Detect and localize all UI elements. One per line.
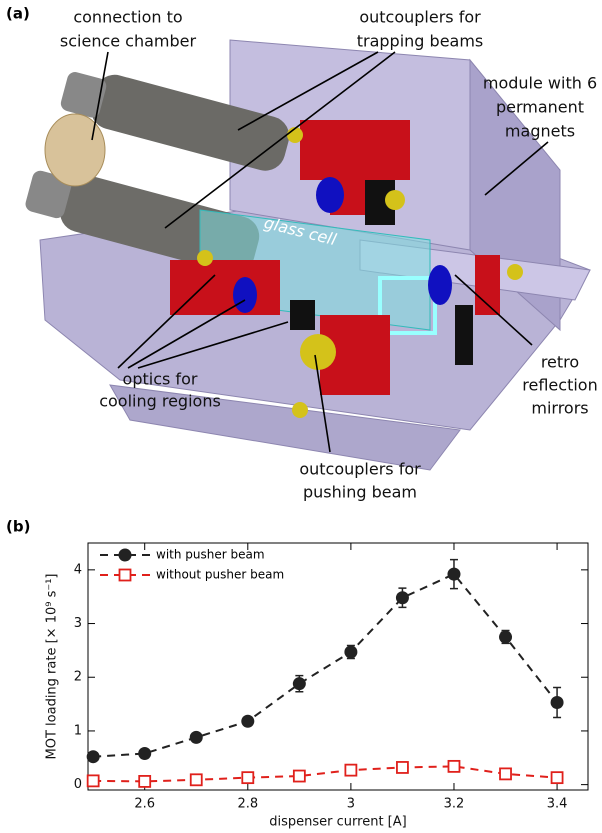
data-point bbox=[499, 767, 512, 781]
data-point bbox=[344, 645, 358, 659]
leader-line bbox=[314, 354, 331, 453]
leader-line bbox=[127, 299, 246, 369]
frame-foot bbox=[109, 384, 461, 471]
mirror bbox=[316, 177, 344, 213]
data-point bbox=[499, 630, 513, 644]
apparatus-rendering bbox=[25, 39, 591, 471]
data-point bbox=[138, 746, 152, 760]
annotation: cooling regions bbox=[99, 392, 221, 411]
data-point bbox=[550, 695, 564, 709]
series-line bbox=[93, 765, 558, 783]
data-point bbox=[189, 773, 203, 787]
data-point bbox=[292, 677, 306, 691]
annotation: reflection bbox=[522, 376, 597, 395]
x-tick-label: 3.4 bbox=[547, 797, 568, 812]
y-axis-label: MOT loading rate [× 10⁹ s⁻¹] bbox=[45, 574, 60, 760]
leader-line bbox=[137, 321, 289, 369]
outcoupler bbox=[300, 334, 336, 370]
y-tick-label: 3 bbox=[74, 616, 82, 631]
data-point bbox=[241, 714, 255, 728]
optics-block bbox=[300, 120, 410, 180]
annotation: science chamber bbox=[60, 32, 197, 51]
data-point bbox=[395, 591, 409, 605]
annotation: optics for bbox=[123, 370, 198, 389]
knob bbox=[507, 264, 523, 280]
data-point bbox=[86, 774, 100, 788]
leader-line bbox=[91, 51, 109, 141]
leader-line bbox=[237, 51, 379, 131]
y-tick-label: 1 bbox=[74, 723, 82, 738]
annotation: permanent bbox=[496, 98, 584, 117]
knob bbox=[385, 190, 405, 210]
leader-line bbox=[117, 274, 216, 369]
y-tick-label: 4 bbox=[74, 562, 82, 577]
data-point bbox=[86, 750, 100, 764]
legend-label: without pusher beam bbox=[156, 568, 284, 582]
knob bbox=[197, 250, 213, 266]
leader-line bbox=[454, 274, 533, 346]
annotation: outcouplers for bbox=[359, 8, 481, 27]
data-point bbox=[447, 567, 461, 581]
annotation: module with 6 bbox=[483, 74, 597, 93]
panel-label: (b) bbox=[6, 518, 30, 536]
mirror-mount bbox=[290, 300, 315, 330]
cell-window bbox=[378, 276, 437, 335]
data-point bbox=[396, 761, 409, 774]
panel-label: (a) bbox=[6, 5, 30, 23]
data-point bbox=[550, 771, 564, 785]
annotation: magnets bbox=[505, 122, 575, 141]
series-line bbox=[93, 572, 558, 758]
data-point bbox=[292, 769, 306, 783]
data-point bbox=[447, 759, 461, 773]
x-tick-label: 2.8 bbox=[237, 797, 258, 812]
x-axis-label: dispenser current [A] bbox=[269, 815, 406, 830]
legend-marker bbox=[118, 548, 132, 562]
y-tick-label: 0 bbox=[74, 777, 82, 792]
x-tick-label: 3 bbox=[347, 797, 355, 812]
annotation: mirrors bbox=[531, 399, 588, 418]
optics-block bbox=[170, 260, 280, 315]
x-tick-label: 3.2 bbox=[444, 797, 465, 812]
optics-block bbox=[475, 255, 500, 315]
annotation: trapping beams bbox=[357, 32, 484, 51]
data-point bbox=[138, 775, 152, 788]
data-point bbox=[344, 763, 358, 777]
flange bbox=[44, 113, 106, 187]
annotation: connection to bbox=[73, 8, 182, 27]
leader-line bbox=[164, 51, 396, 229]
y-tick-label: 2 bbox=[74, 670, 82, 685]
data-point bbox=[189, 730, 203, 744]
leader-lines bbox=[91, 51, 549, 453]
annotation: pushing beam bbox=[303, 483, 417, 502]
mirror-mount bbox=[455, 305, 473, 365]
annotation: retro bbox=[541, 353, 579, 372]
leader-line bbox=[484, 141, 549, 196]
legend-marker bbox=[118, 568, 132, 582]
mirror bbox=[428, 265, 452, 305]
legend-label: with pusher beam bbox=[156, 548, 265, 562]
data-point bbox=[241, 771, 255, 785]
cylinder-top bbox=[60, 72, 290, 171]
plot-frame bbox=[87, 542, 589, 791]
knob bbox=[292, 402, 308, 418]
mirror bbox=[233, 277, 257, 313]
x-tick-label: 2.6 bbox=[134, 797, 155, 812]
annotation: outcouplers for bbox=[299, 460, 421, 479]
